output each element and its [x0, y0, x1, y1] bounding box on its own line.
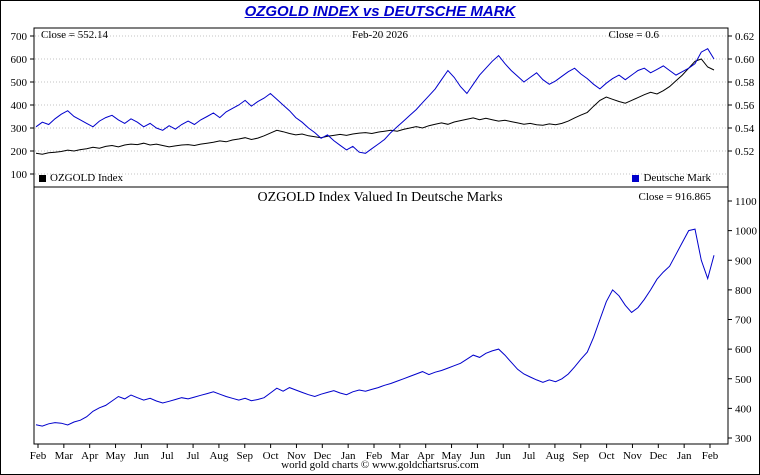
- right-axis-label: 400: [735, 403, 752, 415]
- chart-canvas: 7006005004003002001000.620.600.580.560.5…: [1, 1, 760, 475]
- chart-window: OZGOLD INDEX vs DEUTSCHE MARK 7006005004…: [0, 0, 760, 475]
- series-line-ozgold-index: [36, 59, 714, 154]
- right-axis-label: 0.60: [735, 54, 755, 66]
- deutsche-mark-legend-label: Deutsche Mark: [643, 172, 711, 184]
- legend-ozgold: OZGOLD Index: [39, 172, 123, 184]
- left-axis-label: 400: [11, 100, 28, 112]
- right-axis-label: 0.52: [735, 146, 754, 158]
- left-axis-label: 100: [11, 169, 28, 181]
- footer-credit: world gold charts © www.goldchartsrus.co…: [1, 459, 759, 471]
- left-axis-label: 500: [11, 77, 28, 89]
- right-axis-label: 900: [735, 255, 752, 267]
- right-axis-label: 300: [735, 433, 752, 445]
- series-line-deutsche-mark: [36, 49, 714, 154]
- bottom-panel-close-label: Close = 916.865: [638, 191, 711, 203]
- top-panel-close-right-label: Close = 0.6: [608, 29, 659, 41]
- left-axis-label: 600: [11, 54, 28, 66]
- ozgold-legend-label: OZGOLD Index: [50, 172, 123, 184]
- right-axis-label: 600: [735, 344, 752, 356]
- left-axis-label: 200: [11, 146, 28, 158]
- left-axis-label: 300: [11, 123, 28, 135]
- chart-frame: [34, 28, 728, 444]
- right-axis-label: 0.54: [735, 123, 755, 135]
- deutsche-mark-legend-swatch: [632, 175, 639, 182]
- right-axis-label: 500: [735, 374, 752, 386]
- right-axis-label: 800: [735, 285, 752, 297]
- series-line-ozgold-in-dm: [36, 229, 714, 426]
- legend-dmark: Deutsche Mark: [632, 172, 711, 184]
- right-axis-label: 700: [735, 315, 752, 327]
- ozgold-legend-swatch: [39, 175, 46, 182]
- right-axis-label: 1000: [735, 226, 758, 238]
- right-axis-label: 0.56: [735, 100, 755, 112]
- right-axis-label: 0.58: [735, 77, 755, 89]
